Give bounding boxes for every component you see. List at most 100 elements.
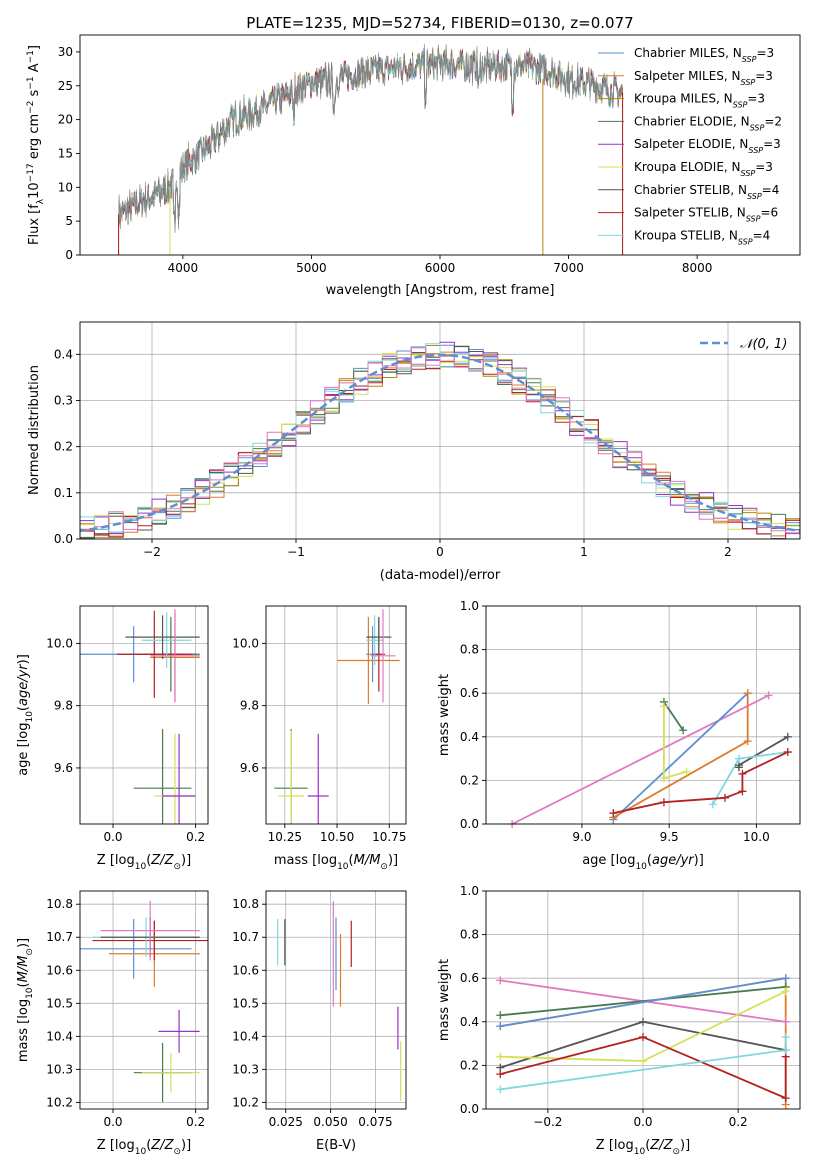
data-point-marker [639, 1057, 647, 1066]
y-tick-label: 10.5 [232, 996, 259, 1010]
data-point-marker [659, 798, 668, 807]
y-tick-label: 9.8 [54, 699, 73, 713]
axes-frame [265, 605, 407, 825]
x-tick-label: 0.2 [186, 1115, 205, 1129]
x-tick-label: −0.2 [533, 1115, 562, 1129]
data-point-marker [639, 1033, 647, 1042]
x-tick-label: 9.0 [572, 830, 591, 844]
y-tick-label: 10.3 [46, 1062, 73, 1076]
panel-weight-vs-z: −0.2 0.0 0.2 0.0 0.2 0.4 0.6 0.8 1.0 Z [log10(Z/Z… [437, 884, 801, 1157]
data-point-marker [496, 1085, 505, 1094]
data-point-marker [743, 737, 752, 746]
x-axis-label: Z [log10(Z/Z⊙)] [97, 1138, 191, 1157]
y-tick-label: 10.7 [232, 930, 259, 944]
plot-area [80, 322, 800, 539]
y-tick-label: 0.0 [460, 817, 479, 831]
x-axis-label: Z [log10(Z/Z⊙)] [596, 1138, 690, 1157]
y-tick-label: 0.2 [460, 1058, 479, 1072]
y-tick-label: 0.0 [460, 1102, 479, 1116]
x-tick-label: −1 [287, 545, 305, 559]
legend-entry: Chabrier MILES, NSSP=3 [634, 46, 774, 64]
axes-frame [265, 890, 407, 1110]
legend: Chabrier MILES, NSSP=3 Salpeter MILES, NS… [598, 46, 782, 246]
y-tick-label: 10.5 [46, 996, 73, 1010]
legend-entry: Salpeter ELODIE, NSSP=3 [634, 137, 781, 155]
x-tick-label: 10.25 [268, 830, 302, 844]
x-axis-label: mass [log10(M/M⊙)] [274, 853, 398, 872]
plot-area [266, 891, 406, 1109]
legend-entry: Chabrier STELIB, NSSP=4 [634, 183, 779, 201]
data-point-marker [764, 691, 773, 700]
panel-residuals: −2 −1 0 1 2 0.0 0.1 0.2 0.3 0.4 (data-model)/error… [27, 321, 801, 583]
y-tick-label: 0.4 [460, 1015, 479, 1029]
y-tick-label: 0.6 [460, 971, 479, 985]
panel-spectrum: 4000 5000 6000 7000 8000 0 5 10 15 20 25 30 waveleng… [26, 34, 801, 298]
y-axis-label: Flux [fλ10−17 erg cm−2 s−1 A−1] [26, 45, 46, 245]
x-tick-label: 6000 [425, 261, 456, 275]
data-point-marker [781, 1046, 790, 1055]
data-point-marker [496, 1022, 505, 1031]
y-tick-label: 9.6 [240, 761, 259, 775]
x-tick-label: 0.050 [313, 1115, 347, 1129]
data-point-marker [708, 800, 717, 809]
panel-age-vs-z: 0.0 0.2 9.6 9.8 10.0 Z [log10(Z/Z⊙)] age [log1… [16, 605, 209, 872]
plot-area [486, 891, 800, 1109]
data-point-marker [781, 1094, 790, 1103]
x-tick-label: 0 [436, 545, 444, 559]
y-tick-label: 0.8 [460, 643, 479, 657]
y-tick-label: 0.0 [54, 532, 73, 546]
plot-area [266, 606, 406, 824]
panel-mass-vs-z: 0.0 0.2 10.2 10.3 10.4 10.5 10.6 10.7 10.8 Z [log… [16, 890, 209, 1157]
panel-weight-vs-age: 9.0 9.5 10.0 0.0 0.2 0.4 0.6 0.8 1.0 age [log10(a… [437, 599, 801, 872]
data-point-marker [743, 689, 752, 698]
y-axis-label: mass weight [437, 959, 452, 1041]
y-tick-label: 10.6 [46, 963, 73, 977]
y-tick-label: 0.4 [460, 730, 479, 744]
x-tick-label: 0.0 [103, 1115, 122, 1129]
y-tick-label: 10.4 [46, 1029, 73, 1043]
y-tick-label: 10.7 [46, 930, 73, 944]
x-axis-label: (data-model)/error [380, 568, 501, 583]
x-tick-label: 4000 [168, 261, 199, 275]
x-tick-label: −2 [143, 545, 161, 559]
data-point-marker [609, 809, 618, 818]
y-tick-label: 25 [58, 79, 73, 93]
data-point-marker [496, 1052, 505, 1061]
y-tick-label: 5 [65, 214, 73, 228]
legend-entry: Salpeter MILES, NSSP=3 [634, 69, 773, 87]
x-tick-label: 0.0 [103, 830, 122, 844]
plot-area [80, 891, 208, 1109]
y-axis-label: mass weight [437, 674, 452, 756]
x-tick-label: 5000 [296, 261, 327, 275]
gaussian-curve [80, 353, 800, 533]
x-tick-label: 0.0 [633, 1115, 652, 1129]
y-tick-label: 10.4 [232, 1029, 259, 1043]
weight-line [511, 694, 770, 824]
legend-entry: 𝒩(0, 1) [740, 337, 787, 352]
plot-area [80, 606, 208, 824]
data-point-marker [738, 787, 747, 796]
data-point-marker [781, 987, 790, 996]
x-axis-label: E(B-V) [316, 1138, 356, 1153]
axes-frame [485, 605, 801, 825]
spectrum-data-line [118, 43, 623, 233]
panel-mass-vs-ebv: 0.025 0.050 0.075 10.2 10.3 10.4 10.5 10.6 10.7 1… [232, 890, 407, 1153]
plot-area [118, 43, 624, 255]
x-tick-label: 2 [724, 545, 732, 559]
y-tick-label: 0.3 [54, 393, 73, 407]
y-tick-label: 1.0 [460, 884, 479, 898]
y-tick-label: 1.0 [460, 599, 479, 613]
y-tick-label: 10.3 [232, 1062, 259, 1076]
x-tick-label: 0.2 [186, 830, 205, 844]
y-tick-label: 10.8 [46, 897, 73, 911]
weight-line [500, 1036, 787, 1100]
data-point-marker [659, 702, 668, 711]
weight-line [612, 692, 749, 821]
panel-age-vs-mass: 10.25 10.50 10.75 9.6 9.8 10.0 mass [log10(M/M… [232, 605, 407, 872]
data-point-marker [781, 1017, 790, 1026]
data-point-marker [496, 976, 505, 985]
y-tick-label: 10 [58, 180, 73, 194]
legend: 𝒩(0, 1) [700, 337, 787, 352]
data-point-marker [679, 726, 688, 735]
